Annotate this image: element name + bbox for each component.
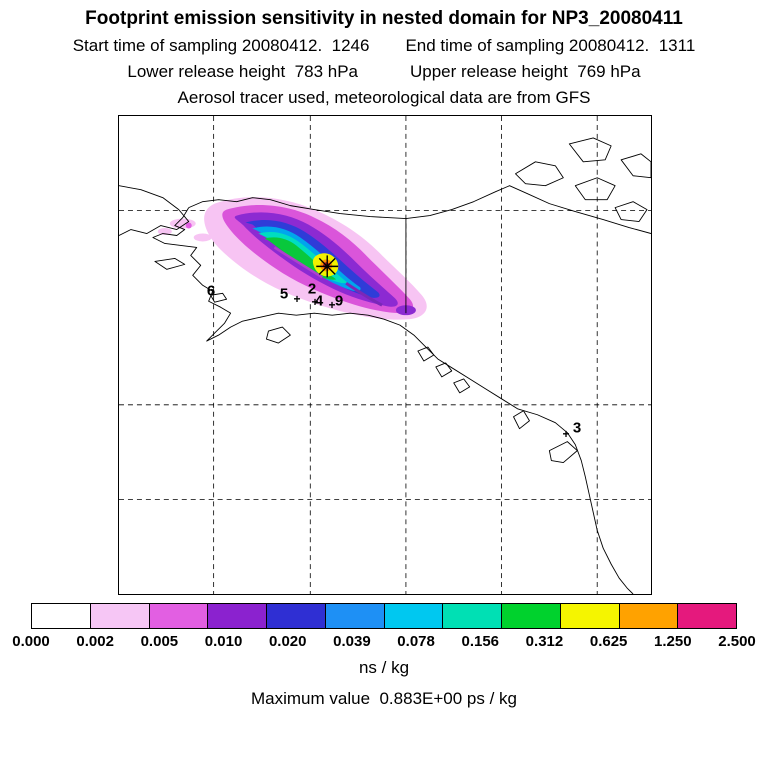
island-arctic-1: [515, 161, 564, 187]
colorbar-segment: [560, 604, 620, 628]
colorbar-tick-label: 0.078: [397, 633, 435, 650]
release-point-marker: [316, 255, 339, 278]
colorbar-tick-label: 0.002: [76, 633, 114, 650]
colorbar-tick-label: 0.625: [589, 633, 628, 650]
island-haida: [513, 410, 530, 430]
station-marker-9: 9: [334, 292, 344, 310]
island-st-lawrence: [154, 257, 186, 270]
colorbar-segment: [443, 604, 502, 628]
station-marker-5: 5: [279, 285, 289, 303]
colorbar-tick-label: 0.010: [204, 633, 243, 650]
end-time-text: End time of sampling 20080412. 1311: [405, 36, 696, 55]
colorbar-tick-label: 2.500: [718, 633, 756, 650]
start-time-text: Start time of sampling 20080412. 1246: [72, 36, 370, 55]
sampling-time-row: Start time of sampling 20080412. 1246 En…: [0, 36, 768, 56]
island-vancouver: [548, 441, 578, 463]
release-height-row: Lower release height 783 hPa Upper relea…: [0, 62, 768, 82]
plus-marker-3: +: [328, 298, 336, 312]
map-svg: [119, 116, 651, 594]
island-kodiak: [265, 326, 291, 344]
colorbar-segment: [208, 604, 267, 628]
plume-contours: [157, 197, 427, 320]
tracer-info-row: Aerosol tracer used, meteorological data…: [0, 88, 768, 108]
island-se-1: [417, 346, 435, 362]
colorbar-tick-labels: 0.000 0.002 0.005 0.010 0.020 0.039 0.078 0.156…: [12, 633, 756, 651]
colorbar-segment: [619, 604, 679, 628]
colorbar-tick-label: 0.020: [268, 633, 307, 650]
colorbar-tick-label: 0.000: [12, 633, 50, 650]
colorbar-tick-label: 0.312: [525, 633, 564, 650]
colorbar-segment: [384, 604, 444, 628]
colorbar-units-label: ns / kg: [358, 658, 410, 677]
maximum-value-label: Maximum value 0.883E+00 ps / kg: [251, 689, 517, 708]
island-arctic-3: [574, 177, 616, 201]
colorbar-segment: [502, 604, 561, 628]
colorbar-tick-label: 1.250: [654, 633, 692, 650]
colorbar-segment: [32, 604, 91, 628]
colorbar-tick-label: 0.039: [333, 633, 371, 650]
colorbar-tick-label: 0.156: [461, 633, 500, 650]
station-marker-3: 3: [572, 419, 582, 437]
upper-release-text: Upper release height 769 hPa: [410, 62, 641, 81]
island-arctic-2: [568, 137, 612, 163]
colorbar-tick-label: 0.005: [140, 633, 179, 650]
map-plot: 6 5 2 4 9 3 + + + +: [118, 115, 652, 595]
island-se-3: [453, 378, 471, 394]
station-marker-2: 2: [307, 280, 317, 298]
plus-marker-2: +: [311, 295, 319, 309]
coast-chukotka: [119, 185, 190, 236]
figure-title: Footprint emission sensitivity in nested…: [85, 8, 683, 29]
island-se-2: [435, 362, 453, 378]
plus-marker-4: +: [562, 427, 570, 441]
colorbar-segment: [267, 604, 326, 628]
coast-west: [152, 207, 634, 594]
island-arctic-4: [620, 153, 651, 179]
station-marker-4: 4: [314, 292, 324, 310]
colorbar-segment: [678, 604, 736, 628]
colorbar: [31, 603, 737, 629]
colorbar-segment: [325, 604, 385, 628]
plus-marker-1: +: [293, 292, 301, 306]
island-arctic-5: [614, 201, 648, 223]
colorbar-segment: [90, 604, 150, 628]
coast-north: [188, 185, 651, 234]
grid-lines: [119, 116, 651, 594]
lower-release-text: Lower release height 783 hPa: [127, 62, 358, 81]
island-nunivak: [210, 292, 228, 303]
colorbar-segment: [149, 604, 209, 628]
coastlines: [119, 137, 651, 594]
tracer-text: Aerosol tracer used, meteorological data…: [177, 88, 591, 107]
station-marker-6: 6: [206, 282, 216, 300]
